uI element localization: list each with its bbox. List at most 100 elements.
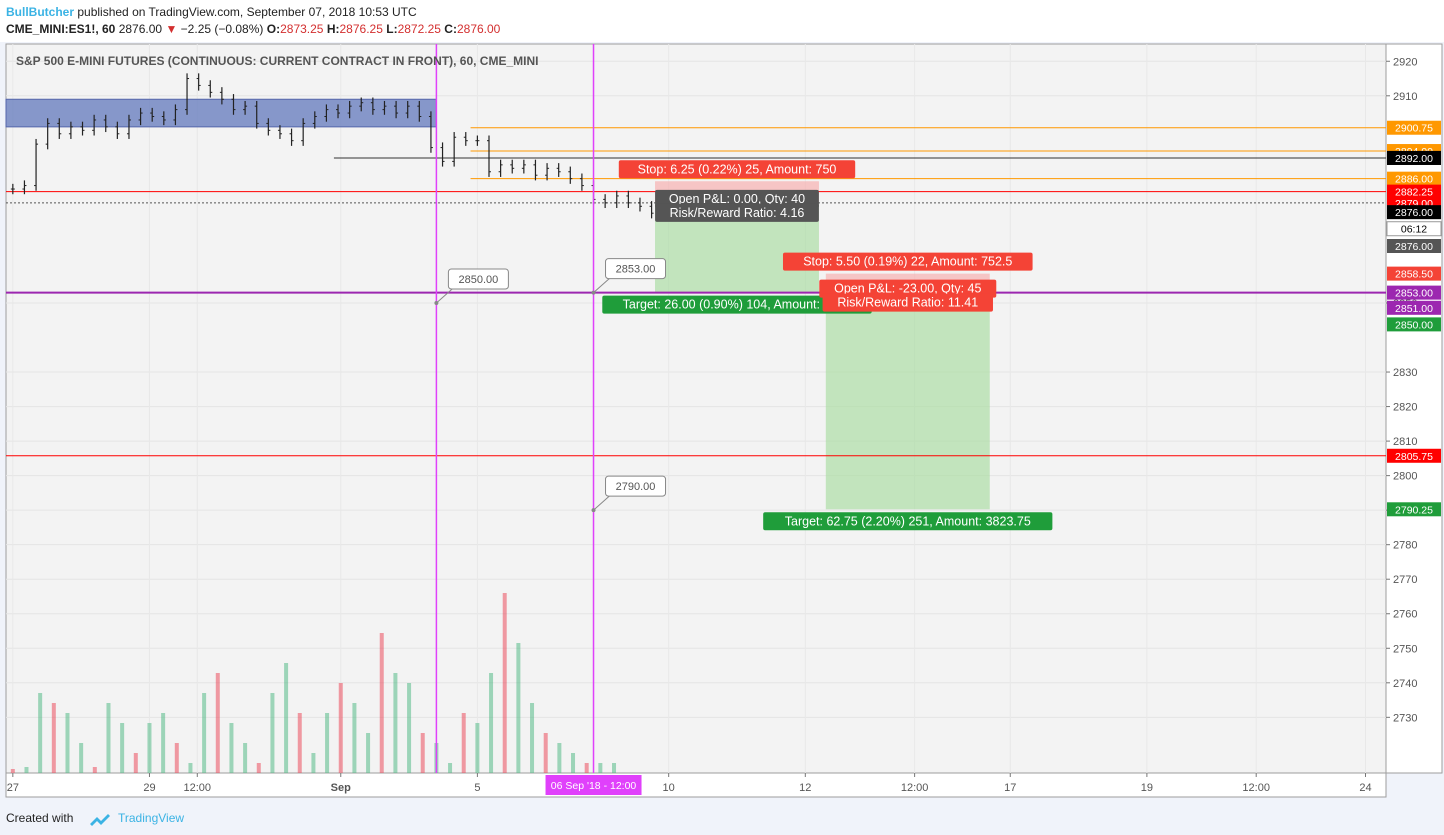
volume-bar (161, 713, 166, 773)
x-tick-label: 27 (7, 782, 19, 794)
volume-bar (133, 753, 138, 773)
pl-badge[interactable] (819, 279, 997, 298)
price-callout[interactable] (605, 258, 667, 280)
y-tick-label: 2800 (1393, 471, 1417, 483)
price-tag-label: 2805.75 (1395, 451, 1433, 463)
low-label: L: (386, 22, 398, 36)
date-tag (545, 775, 642, 795)
target-badge[interactable] (602, 295, 872, 314)
close-value: 2876.00 (456, 22, 501, 36)
axis-tag (1387, 300, 1441, 315)
callout-pointer (593, 276, 612, 293)
price-callout[interactable] (605, 475, 667, 497)
axis-tag-label: 2892.00 (1395, 153, 1433, 165)
ohlc-line: CME_MINI:ES1!, 60 2876.00 ▼ −2.25 (−0.08… (6, 22, 500, 36)
axis-tag-label: 2876.00 (1395, 207, 1433, 219)
callout-anchor (434, 300, 439, 305)
volume-bar (79, 743, 84, 773)
y-tick-label: 2810 (1393, 436, 1417, 448)
x-tick-label: 17 (1004, 782, 1016, 794)
plot-area[interactable] (5, 43, 1387, 774)
time-axis[interactable] (5, 772, 1387, 798)
target-zone[interactable] (825, 292, 990, 510)
x-tick-label: 19 (1141, 782, 1153, 794)
volume-bar (489, 673, 494, 773)
volume-bar (297, 713, 302, 773)
x-tick-label: 12 (799, 782, 811, 794)
price-callout-label: 2850.00 (459, 274, 499, 286)
volume-bar (557, 743, 562, 773)
volume-bar (571, 753, 576, 773)
price-tag-label: 2853.00 (1395, 288, 1433, 300)
axis-tag-label: 06:12 (1401, 224, 1427, 236)
rr-badge-text: Risk/Reward Ratio: 11.41 (837, 296, 978, 310)
axis-tag (1387, 266, 1441, 281)
rr-badge[interactable] (822, 293, 993, 312)
volume-bar (420, 733, 425, 773)
chart-title: S&P 500 E-MINI FUTURES (CONTINUOUS: CURR… (16, 54, 538, 68)
volume-bar (612, 763, 617, 773)
stop-badge[interactable] (782, 252, 1033, 271)
chart-header: BullButcher published on TradingView.com… (0, 0, 1444, 42)
price-tag-label: 2882.25 (1395, 187, 1433, 199)
volume-bar (516, 643, 521, 773)
y-tick-label: 2780 (1393, 540, 1417, 552)
callout-pointer (593, 493, 612, 511)
volume-bar (584, 763, 589, 773)
pl-badge-text: Open P&L: -23.00, Qty: 45 (834, 282, 981, 296)
y-tick-label: 2910 (1393, 91, 1417, 103)
rr-badge[interactable] (655, 203, 819, 222)
pl-badge[interactable] (655, 189, 819, 208)
y-tick-label: 2770 (1393, 574, 1417, 586)
change-value: −2.25 (−0.08%) (180, 22, 264, 36)
y-tick-label: 2750 (1393, 643, 1417, 655)
price-tag (1387, 120, 1441, 135)
y-tick-label: 2730 (1393, 712, 1417, 724)
volume-bar (530, 703, 535, 773)
axis-tag-label: 2790.25 (1395, 504, 1433, 516)
axis-tag-label: 2858.50 (1395, 269, 1433, 281)
volume-bar (51, 703, 56, 773)
volume-bar (106, 703, 111, 773)
price-axis[interactable] (1385, 43, 1443, 774)
price-tag-label: 2900.75 (1395, 123, 1433, 135)
volume-bar (379, 633, 384, 773)
volume-bar (543, 733, 548, 773)
price-tag (1387, 184, 1441, 199)
axis-tag (1386, 221, 1442, 237)
y-tick-label: 2830 (1393, 367, 1417, 379)
volume-bar (284, 663, 289, 773)
volume-bar (338, 683, 343, 773)
footer: Created with TradingView (0, 805, 1444, 835)
volume-bar (24, 767, 29, 773)
price-callout[interactable] (447, 268, 509, 290)
volume-bar (502, 593, 507, 773)
volume-bar (215, 673, 220, 773)
price-chart[interactable]: 06 Sep '18 - 12:00 Stop: 6.25 (0.22%) 25… (0, 0, 1444, 805)
target-badge[interactable] (763, 512, 1053, 531)
y-tick-label: 2920 (1393, 56, 1417, 68)
axis-tag (1387, 317, 1441, 332)
volume-bar (174, 743, 179, 773)
axis-tag-label: 2876.00 (1395, 241, 1433, 253)
author-link[interactable]: BullButcher (6, 5, 75, 19)
volume-bar (352, 703, 357, 773)
volume-bar (38, 693, 43, 773)
tradingview-link[interactable]: TradingView (118, 811, 185, 825)
close-label: C: (444, 22, 457, 36)
rr-badge-text: Risk/Reward Ratio: 4.16 (670, 206, 805, 220)
open-value: 2873.25 (280, 22, 324, 36)
volume-bar (407, 683, 412, 773)
volume-bar (120, 723, 125, 773)
volume-bar (366, 733, 371, 773)
x-tick-label: 29 (143, 782, 155, 794)
axis-tag (1387, 502, 1441, 517)
created-with: Created with (6, 811, 74, 825)
x-tick-label: 24 (1359, 782, 1371, 794)
stop-badge-text: Stop: 5.50 (0.19%) 22, Amount: 752.5 (803, 255, 1012, 269)
x-tick-label: Sep (331, 782, 351, 794)
tradingview-logo-icon (90, 814, 110, 826)
stop-badge-text: Stop: 6.25 (0.22%) 25, Amount: 750 (638, 162, 837, 176)
volume-bar (256, 763, 261, 773)
stop-badge[interactable] (618, 160, 856, 179)
